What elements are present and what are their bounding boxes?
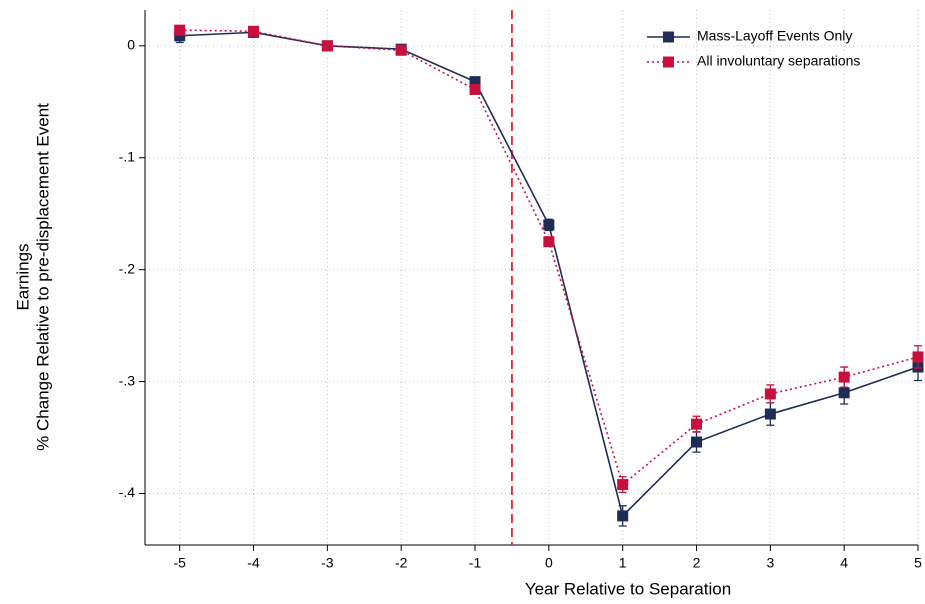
- legend-label: All involuntary separations: [697, 53, 860, 69]
- x-tick-label: -2: [395, 555, 408, 571]
- y-tick-label: -.2: [119, 260, 136, 276]
- marker: [838, 371, 850, 383]
- marker: [764, 408, 776, 420]
- marker: [321, 40, 333, 52]
- y-tick-label: 0: [127, 37, 135, 53]
- y-tick-label: -.1: [119, 148, 136, 164]
- x-tick-label: 4: [840, 555, 848, 571]
- y-tick-label: -.3: [119, 372, 136, 388]
- marker: [617, 479, 629, 491]
- y-axis-label: % Change Relative to pre-displacement Ev…: [33, 103, 52, 451]
- legend-marker: [663, 31, 674, 43]
- x-tick-label: 0: [545, 555, 553, 571]
- marker: [912, 351, 924, 363]
- x-tick-label: -4: [247, 555, 260, 571]
- legend-marker: [663, 56, 674, 68]
- marker: [248, 25, 260, 37]
- x-axis-label: Year Relative to Separation: [525, 579, 731, 598]
- marker: [691, 436, 703, 448]
- y-axis-label: Earnings: [13, 243, 32, 310]
- legend-label: Mass-Layoff Events Only: [697, 28, 852, 44]
- y-tick-label: -.4: [119, 484, 136, 500]
- marker: [174, 24, 186, 36]
- x-tick-label: 2: [693, 555, 701, 571]
- x-tick-label: -3: [321, 555, 334, 571]
- x-tick-label: -5: [173, 555, 186, 571]
- marker: [469, 76, 481, 88]
- x-tick-label: 5: [914, 555, 922, 571]
- marker: [395, 44, 407, 56]
- marker: [617, 510, 629, 522]
- marker: [764, 388, 776, 400]
- marker: [691, 418, 703, 430]
- x-tick-label: -1: [469, 555, 482, 571]
- marker: [838, 387, 850, 399]
- marker: [174, 30, 186, 42]
- marker: [543, 236, 555, 248]
- marker: [543, 219, 555, 231]
- marker: [469, 83, 481, 95]
- x-tick-label: 1: [619, 555, 627, 571]
- x-tick-label: 3: [766, 555, 774, 571]
